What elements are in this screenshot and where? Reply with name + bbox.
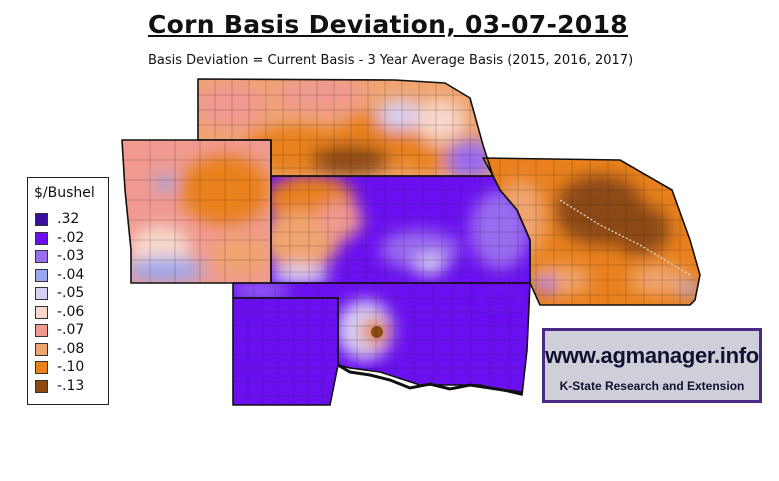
legend-item: -.13: [35, 377, 107, 394]
legend-swatch: [35, 342, 48, 356]
legend-title: $/Bushel: [34, 185, 95, 201]
legend: $/Bushel .32 -.02 -.03 -.04 -.05 -.06 -.07 -.08…: [27, 177, 109, 405]
county-grid: [122, 79, 700, 405]
legend-swatch: [35, 213, 48, 226]
logo-org-text: K-State Research and Extension: [559, 379, 745, 393]
legend-label: -.07: [57, 322, 85, 338]
legend-item: -.08: [35, 340, 107, 357]
legend-swatch: [35, 305, 48, 319]
texas-panhandle-region: [233, 298, 338, 405]
legend-label: -.13: [57, 377, 85, 394]
legend-label: -.06: [57, 303, 85, 320]
legend-label: .32: [57, 211, 80, 227]
red-river-border: [337, 363, 523, 395]
legend-label: -.03: [57, 248, 85, 264]
colorado-region: [122, 140, 271, 283]
map-subtitle: Basis Deviation = Current Basis - 3 Year…: [148, 53, 634, 68]
legend-item: .32: [35, 211, 107, 227]
legend-label: -.02: [57, 229, 85, 246]
legend-swatch: [35, 250, 48, 263]
legend-item: -.04: [35, 266, 107, 283]
legend-swatch: [35, 324, 48, 337]
legend-swatch: [35, 379, 48, 393]
agmanager-logo: www.agmanager.info K-State Research and …: [542, 328, 762, 403]
legend-item: -.02: [35, 229, 107, 246]
legend-label: -.08: [57, 340, 85, 357]
legend-swatch: [35, 268, 48, 282]
legend-swatch: [35, 287, 48, 300]
legend-item: -.07: [35, 322, 107, 338]
map-title: Corn Basis Deviation, 03-07-2018: [148, 10, 628, 39]
legend-item: -.06: [35, 303, 107, 320]
logo-url-text: www.agmanager.info: [545, 343, 759, 368]
legend-label: -.05: [57, 285, 85, 301]
legend-item: -.03: [35, 248, 107, 264]
legend-item: -.05: [35, 285, 107, 301]
missouri-river: [559, 199, 691, 276]
legend-swatch: [35, 231, 48, 245]
kansas-region: [271, 176, 530, 283]
legend-swatch: [35, 361, 48, 374]
legend-label: -.10: [57, 359, 85, 375]
legend-item: -.10: [35, 359, 107, 375]
state-borders: [121, 78, 701, 406]
legend-label: -.04: [57, 266, 85, 283]
